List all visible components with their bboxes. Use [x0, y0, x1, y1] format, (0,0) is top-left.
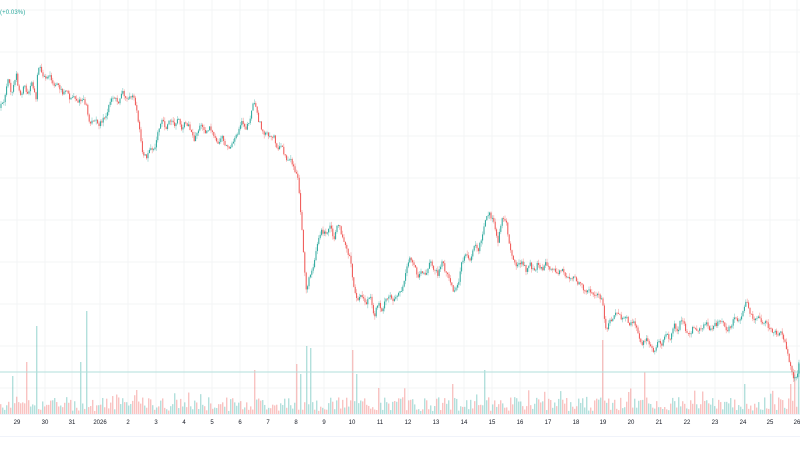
x-tick-label: 4 [182, 420, 186, 426]
x-tick-label: 2026 [93, 420, 107, 426]
x-tick-label: 30 [41, 420, 49, 426]
x-tick-label: 17 [544, 420, 552, 426]
x-tick-label: 25 [766, 420, 774, 426]
candles [0, 63, 800, 383]
x-tick-label: 21 [655, 420, 663, 426]
x-tick-label: 18 [572, 420, 580, 426]
x-tick-label: 14 [460, 420, 468, 426]
x-tick-label: 5 [210, 420, 214, 426]
x-tick-label: 15 [488, 420, 496, 426]
x-tick-label: 24 [739, 420, 747, 426]
x-tick-label: 13 [432, 420, 440, 426]
x-tick-label: 10 [348, 420, 356, 426]
volume-bars [0, 311, 800, 414]
x-tick-label: 29 [13, 420, 21, 426]
x-axis-bottom-border [0, 436, 800, 437]
x-tick-label: 11 [376, 420, 384, 426]
x-tick-label: 6 [238, 420, 242, 426]
x-tick-label: 12 [404, 420, 412, 426]
x-tick-label: 31 [68, 420, 76, 426]
legend-change-percent: (+0.03%) [0, 10, 26, 16]
x-tick-label: 22 [683, 420, 691, 426]
x-tick-label: 3 [154, 420, 158, 426]
x-tick-label: 26 [793, 420, 800, 426]
x-axis-border [0, 414, 800, 415]
x-tick-label: 7 [266, 420, 270, 426]
grid-lines [0, 0, 800, 414]
x-tick-label: 19 [599, 420, 607, 426]
x-tick-label: 20 [627, 420, 635, 426]
x-tick-label: 16 [516, 420, 524, 426]
x-tick-label: 9 [322, 420, 326, 426]
x-tick-label: 23 [711, 420, 719, 426]
x-tick-label: 8 [294, 420, 298, 426]
x-tick-label: 2 [126, 420, 130, 426]
time-axis[interactable]: 29 30 31 2026 2 3 4 5 6 7 8 9 10 11 12 13 14 15 16 17 18 19 20… [0, 414, 800, 436]
